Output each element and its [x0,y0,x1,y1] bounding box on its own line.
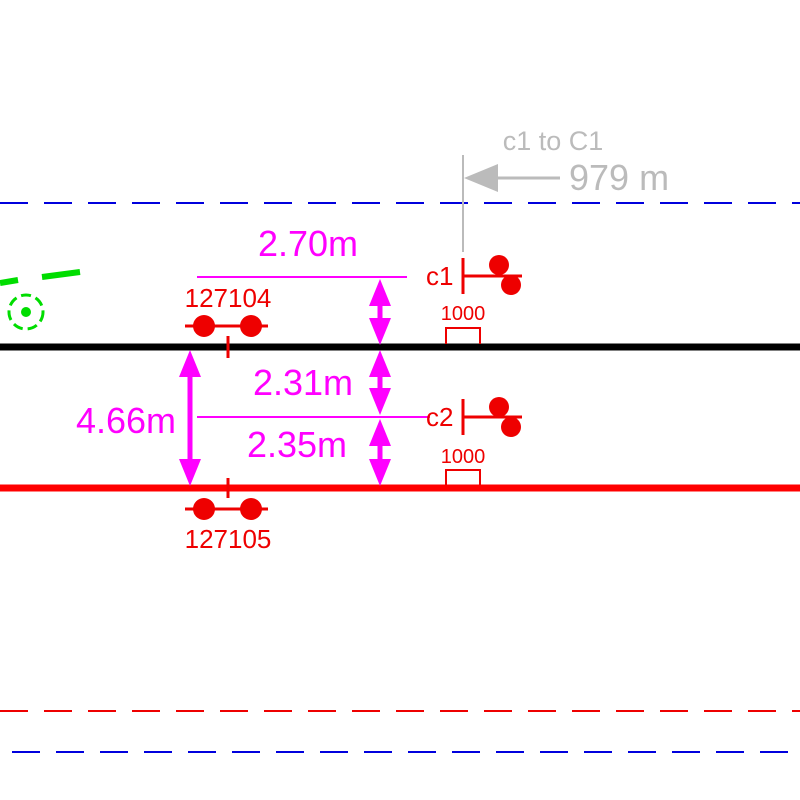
target-circle-icon [7,293,45,331]
dimension-total-arrow-down [179,459,201,486]
point-upper-id: 127104 [185,283,272,313]
dimension-lower-arrow-down [369,459,391,486]
green-dash-2 [41,269,81,280]
signal-c1[interactable]: c1 1000 [426,255,522,344]
signal-c1-plate-text: 1000 [441,303,486,325]
green-dash-1 [0,277,19,286]
point-marker-icon [185,478,268,520]
dimension-mid: 2.31m [197,350,430,418]
dimension-mid-arrow-up [369,350,391,377]
dimension-lower-label: 2.35m [247,424,347,465]
dimension-top-arrow-up [369,279,391,306]
reference-distance: 979 m [569,157,669,198]
reference-annotation: c1 to C1 979 m [462,126,669,252]
dimension-top: 2.70m [197,223,407,345]
signal-lamp-icon [461,397,522,437]
signal-c1-label: c1 [426,261,453,291]
point-lower[interactable]: 127105 [185,478,272,554]
dimension-mid-arrow-down [369,388,391,415]
signal-c2-plate-text: 1000 [441,446,486,468]
dimension-lower-arrow-up [369,419,391,446]
arrow-left-icon [464,164,498,192]
dimension-total-label: 4.66m [76,400,176,441]
point-lower-id: 127105 [185,524,272,554]
point-marker-icon [185,315,268,358]
target-circle-dot [21,307,31,317]
dimension-total: 4.66m [76,350,201,486]
dimension-top-label: 2.70m [258,223,358,264]
point-upper[interactable]: 127104 [185,283,272,358]
green-marker [0,269,81,331]
signal-c2[interactable]: c2 1000 [426,397,522,485]
signal-c2-plate [445,469,481,485]
signal-c1-plate [445,327,481,344]
dimension-mid-label: 2.31m [253,362,353,403]
signal-c2-label: c2 [426,402,453,432]
signal-lamp-icon [461,255,522,295]
dimension-top-arrow-down [369,318,391,345]
dimension-lower: 2.35m [247,419,391,486]
reference-label: c1 to C1 [503,126,604,156]
dimension-total-arrow-up [179,350,201,377]
